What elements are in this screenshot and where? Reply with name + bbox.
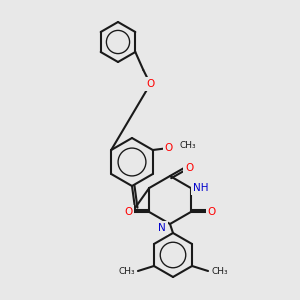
- Text: CH₃: CH₃: [118, 266, 135, 275]
- Text: N: N: [158, 223, 166, 233]
- Text: CH₃: CH₃: [211, 266, 228, 275]
- Text: NH: NH: [193, 183, 208, 193]
- Text: O: O: [165, 143, 173, 153]
- Text: O: O: [185, 163, 193, 173]
- Text: O: O: [146, 79, 154, 89]
- Text: H: H: [122, 205, 130, 215]
- Text: CH₃: CH₃: [180, 142, 196, 151]
- Text: O: O: [208, 207, 216, 217]
- Text: O: O: [124, 207, 132, 217]
